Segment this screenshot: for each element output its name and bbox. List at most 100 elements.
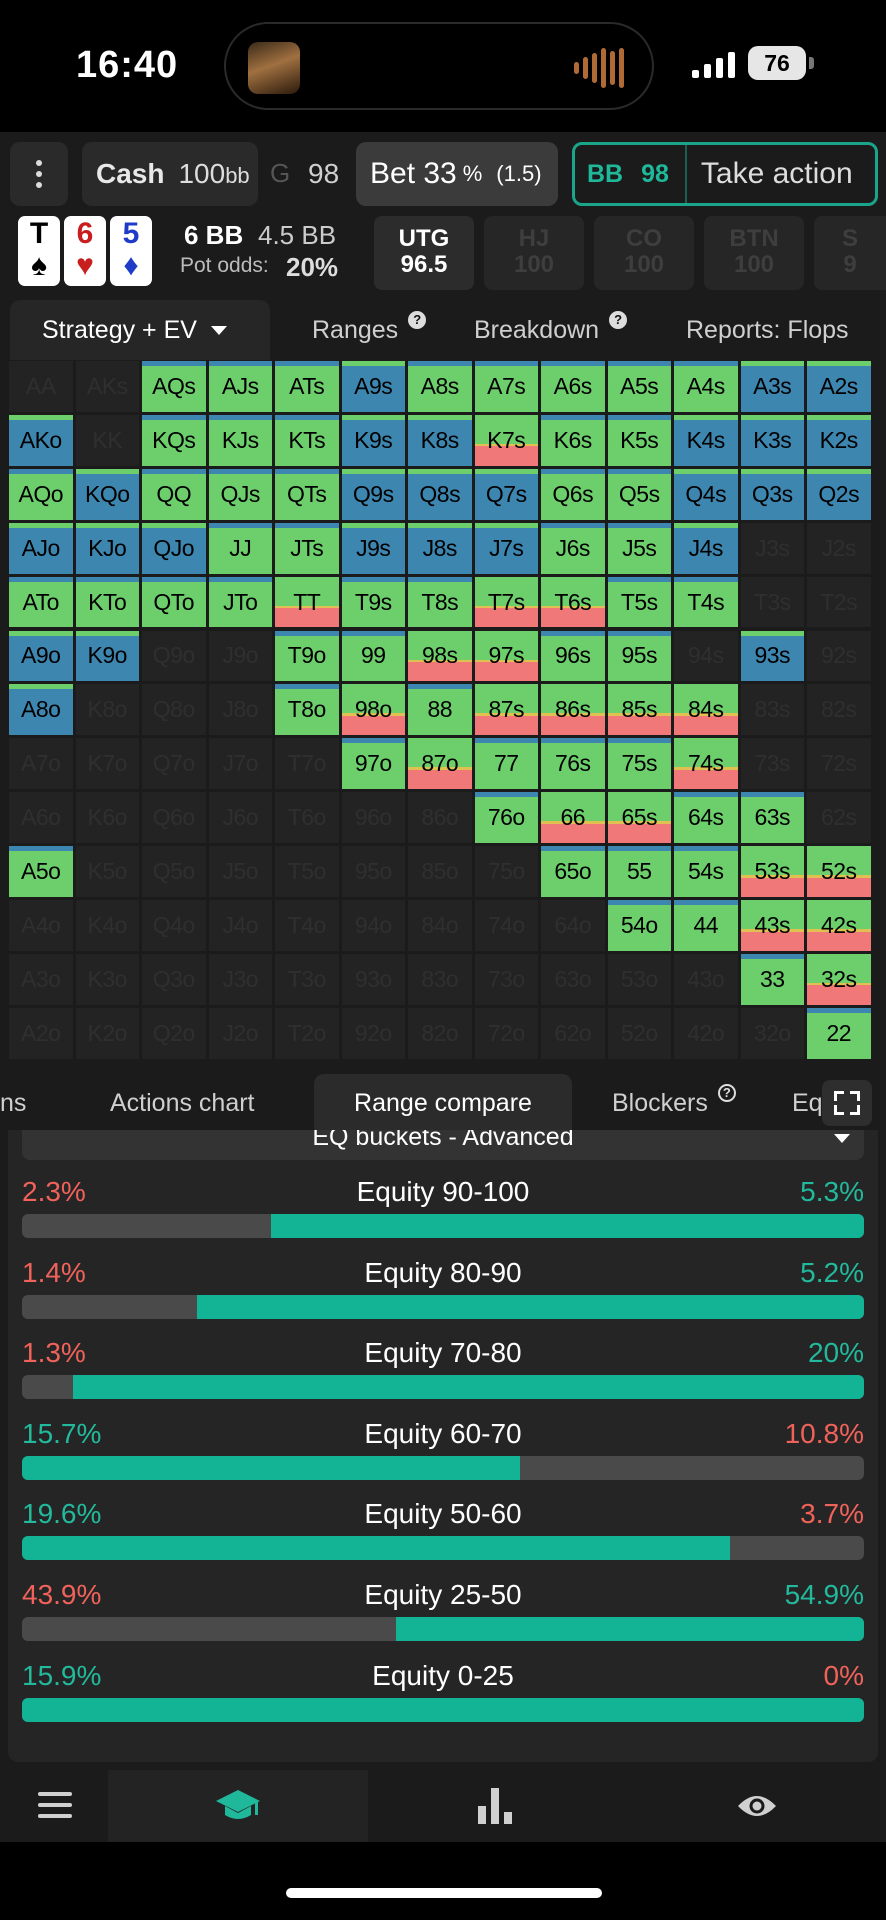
hand-cell[interactable]: K3o [74, 952, 140, 1006]
hand-cell[interactable]: T8s [407, 575, 473, 629]
hand-cell[interactable]: 43s [739, 899, 805, 952]
hand-cell[interactable]: 53o [606, 952, 672, 1006]
help-icon[interactable]: ? [717, 1084, 736, 1102]
fullscreen-icon[interactable] [822, 1080, 872, 1126]
hand-cell[interactable]: 84o [407, 899, 473, 952]
hand-cell[interactable]: 54s [673, 845, 739, 898]
hand-cell[interactable]: A5s [606, 360, 672, 413]
hand-cell[interactable]: 97s [473, 629, 539, 683]
hand-cell[interactable]: J6s [540, 521, 606, 575]
hand-cell[interactable]: JJ [207, 521, 273, 575]
hand-cell[interactable]: QTo [141, 575, 207, 629]
hand-cell[interactable]: 52o [606, 1006, 672, 1060]
hand-cell[interactable]: T4o [274, 899, 340, 952]
hand-cell[interactable]: 66 [540, 791, 606, 845]
hand-cell[interactable]: JTs [274, 521, 340, 575]
hand-cell[interactable]: 63o [540, 952, 606, 1006]
hand-cell[interactable]: 92o [340, 1006, 406, 1060]
hand-cell[interactable]: ATo [8, 575, 74, 629]
hand-cell[interactable]: 95s [606, 629, 672, 683]
hand-cell[interactable]: A4s [673, 360, 739, 413]
hand-cell[interactable]: 85o [407, 845, 473, 898]
hand-cell[interactable]: 64o [540, 899, 606, 952]
hand-cell[interactable]: 84s [673, 683, 739, 737]
equity-bucket-select[interactable]: EQ buckets - Advanced [22, 1130, 864, 1160]
hand-cell[interactable]: 86o [407, 791, 473, 845]
tab-equity-partial[interactable]: Eq [792, 1088, 823, 1117]
hand-cell[interactable]: A2o [8, 1006, 74, 1060]
hand-cell[interactable]: T6s [540, 575, 606, 629]
hand-cell[interactable]: TT [274, 575, 340, 629]
hand-cell[interactable]: A6s [540, 360, 606, 413]
hand-cell[interactable]: Q9s [340, 467, 406, 521]
hand-cell[interactable]: A3o [8, 952, 74, 1006]
tab-blockers[interactable]: Blockers? [612, 1074, 736, 1132]
hand-cell[interactable]: AQo [8, 467, 74, 521]
help-icon[interactable]: ? [408, 311, 427, 329]
hand-cell[interactable]: KQs [141, 413, 207, 467]
hand-cell[interactable]: K2o [74, 1006, 140, 1060]
hand-cell[interactable]: 94o [340, 899, 406, 952]
hand-cell[interactable]: J5o [207, 845, 273, 898]
hand-cell[interactable]: K8s [407, 413, 473, 467]
hand-cell[interactable]: 99 [340, 629, 406, 683]
hand-cell[interactable]: KJo [74, 521, 140, 575]
hand-cell[interactable]: 65o [540, 845, 606, 898]
hand-cell[interactable]: J7s [473, 521, 539, 575]
game-settings-button[interactable]: Cash 100bb [82, 142, 258, 206]
hand-cell[interactable]: 65s [606, 791, 672, 845]
hand-cell[interactable]: J5s [606, 521, 672, 575]
hand-cell[interactable]: 74o [473, 899, 539, 952]
hand-cell[interactable]: J4s [673, 521, 739, 575]
hand-cell[interactable]: 75o [473, 845, 539, 898]
hand-cell[interactable]: 42o [673, 1006, 739, 1060]
hand-cell[interactable]: A4o [8, 899, 74, 952]
hand-cell[interactable]: J2s [806, 521, 872, 575]
menu-icon[interactable] [38, 1792, 72, 1818]
hand-cell[interactable]: 32o [739, 1006, 805, 1060]
hand-cell[interactable]: Q6s [540, 467, 606, 521]
hand-cell[interactable]: 98s [407, 629, 473, 683]
position-hj[interactable]: HJ 100 [484, 216, 584, 290]
hand-cell[interactable]: 33 [739, 952, 805, 1006]
hand-cell[interactable]: 77 [473, 737, 539, 791]
hand-cell[interactable]: 55 [606, 845, 672, 898]
hand-cell[interactable]: Q7s [473, 467, 539, 521]
hand-cell[interactable]: AKo [8, 413, 74, 467]
hand-cell[interactable]: K5o [74, 845, 140, 898]
hand-cell[interactable]: 82s [806, 683, 872, 737]
hand-cell[interactable]: T5s [606, 575, 672, 629]
hand-cell[interactable]: A8s [407, 360, 473, 413]
more-vertical-icon[interactable] [10, 142, 68, 206]
hand-cell[interactable]: J8o [207, 683, 273, 737]
tab-breakdown[interactable]: Breakdown? [474, 300, 628, 360]
tab-actions-chart[interactable]: Actions chart [110, 1088, 255, 1117]
tab-reports-flops[interactable]: Reports: Flops [686, 300, 849, 360]
previous-action-value[interactable]: 98 [308, 158, 340, 189]
hand-cell[interactable]: T6o [274, 791, 340, 845]
hand-cell[interactable]: KTo [74, 575, 140, 629]
hand-cell[interactable]: AJs [207, 360, 273, 413]
hand-cell[interactable]: K2s [806, 413, 872, 467]
hand-cell[interactable]: J4o [207, 899, 273, 952]
hand-cell[interactable]: AQs [141, 360, 207, 413]
hand-cell[interactable]: 92s [806, 629, 872, 683]
tab-strategy-ev[interactable]: Strategy + EV [10, 300, 270, 360]
hand-cell[interactable]: ATs [274, 360, 340, 413]
hand-cell[interactable]: Q3s [739, 467, 805, 521]
tab-range-compare[interactable]: Range compare [314, 1074, 572, 1132]
hand-cell[interactable]: Q3o [141, 952, 207, 1006]
hand-cell[interactable]: J2o [207, 1006, 273, 1060]
hand-cell[interactable]: 32s [806, 952, 872, 1006]
hand-cell[interactable]: T9s [340, 575, 406, 629]
tab-actions-partial[interactable]: ns [0, 1088, 27, 1117]
hand-cell[interactable]: 95o [340, 845, 406, 898]
hand-cell[interactable]: 76o [473, 791, 539, 845]
hand-cell[interactable]: A7o [8, 737, 74, 791]
hand-cell[interactable]: 87s [473, 683, 539, 737]
hand-cell[interactable]: 43o [673, 952, 739, 1006]
hand-cell[interactable]: A8o [8, 683, 74, 737]
help-icon[interactable]: ? [609, 311, 628, 329]
bar-chart-icon[interactable] [478, 1788, 512, 1824]
